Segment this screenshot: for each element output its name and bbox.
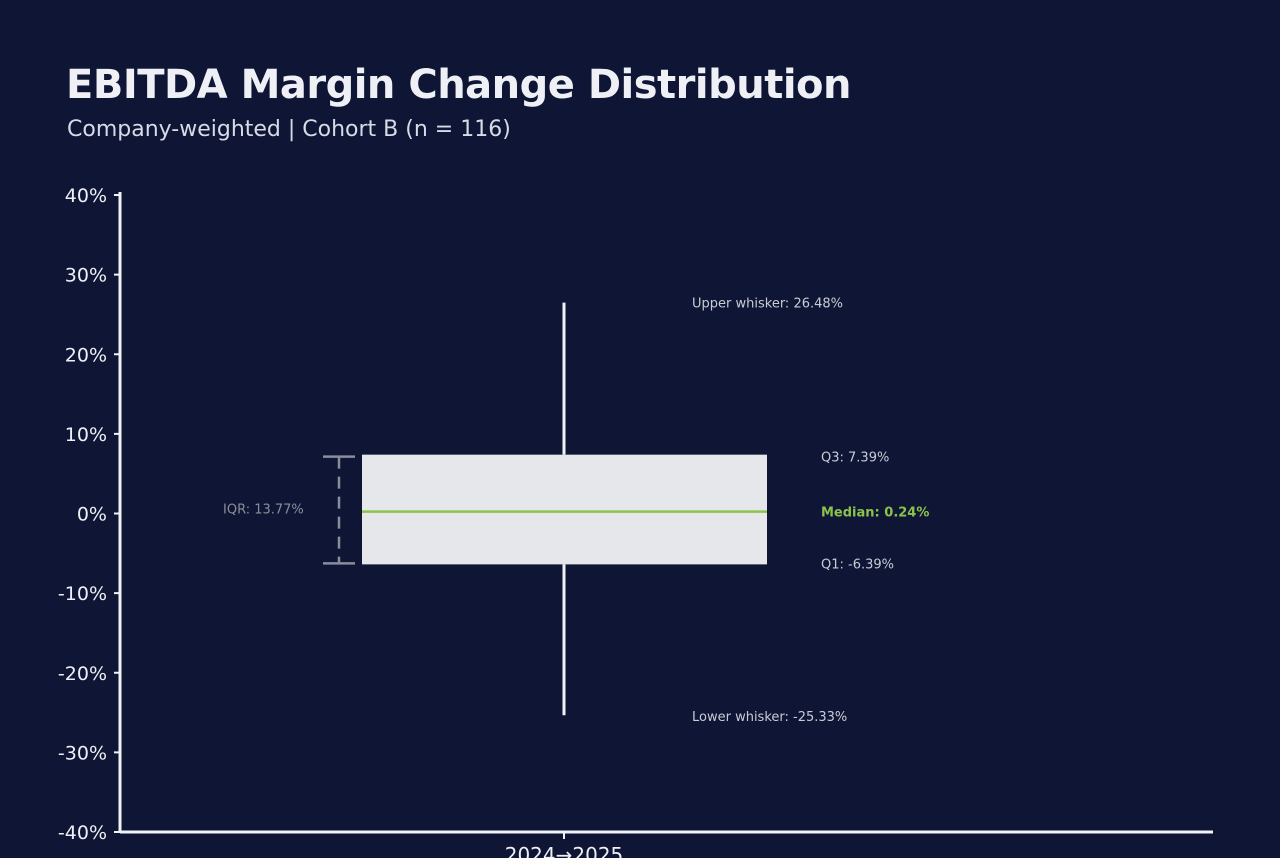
y-tick-label: -30% — [58, 742, 107, 764]
y-tick-label: 30% — [65, 265, 107, 287]
lower-whisker-annotation: Lower whisker: -25.33% — [692, 710, 847, 725]
chart-subtitle: Company-weighted | Cohort B (n = 116) — [67, 117, 511, 142]
iqr-annotation: IQR: 13.77% — [223, 503, 304, 518]
y-tick-label: 20% — [65, 344, 107, 366]
y-tick-label: -40% — [58, 822, 107, 844]
upper-whisker-annotation: Upper whisker: 26.48% — [692, 297, 843, 312]
y-tick-label: -10% — [58, 583, 107, 605]
iqr-box — [362, 454, 767, 565]
q1-annotation: Q1: -6.39% — [821, 557, 894, 572]
x-tick-label: 2024→2025 — [505, 843, 624, 858]
y-tick-label: 0% — [77, 504, 107, 526]
q3-annotation: Q3: 7.39% — [821, 451, 889, 466]
y-tick-label: -20% — [58, 663, 107, 685]
y-tick-label: 40% — [65, 185, 107, 207]
median-annotation: Median: 0.24% — [821, 506, 929, 521]
y-tick-label: 10% — [65, 424, 107, 446]
chart-title: EBITDA Margin Change Distribution — [66, 62, 852, 108]
